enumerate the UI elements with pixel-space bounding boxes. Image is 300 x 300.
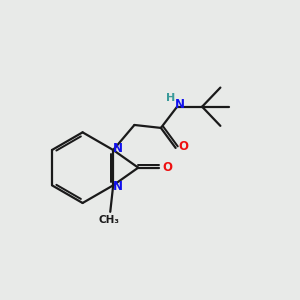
Text: CH₃: CH₃ (98, 215, 119, 225)
Text: N: N (113, 180, 123, 193)
Text: N: N (174, 98, 184, 111)
Text: N: N (113, 142, 123, 155)
Text: O: O (163, 161, 173, 174)
Text: O: O (178, 140, 189, 153)
Text: H: H (166, 94, 175, 103)
